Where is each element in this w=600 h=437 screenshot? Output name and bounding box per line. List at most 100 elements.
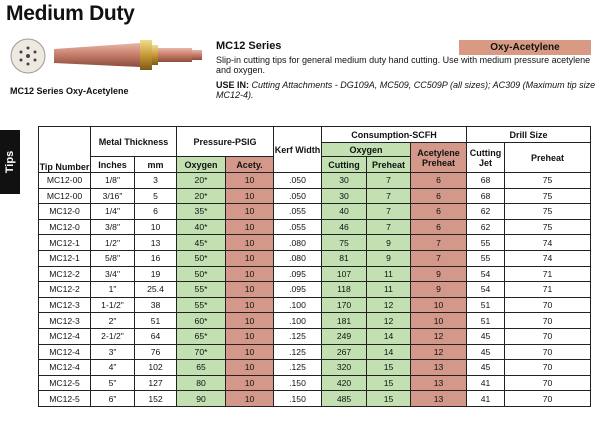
cell-oxygen-pressure: 65* [176, 327, 226, 345]
header-pressure: Pressure-PSIG [176, 126, 274, 157]
gas-type-badge: Oxy-Acetylene [459, 40, 591, 55]
cell-inches: 5/8" [90, 249, 135, 267]
table-row: MC12-2 1" 25.4 55* 10.095 118 11 9 54 71 [38, 281, 592, 298]
header-consumption: Consumption-SCFH [320, 126, 468, 143]
header-acetylene-pressure: Acety. [225, 156, 274, 173]
cell-kerf-width: .050 [273, 187, 322, 205]
cell-cutting: 46 [321, 218, 367, 236]
header-cutting: Cutting [321, 156, 367, 173]
cell-oxygen-pressure: 40* [176, 218, 226, 236]
cell-mm: 10 [134, 218, 177, 236]
cell-acetylene-preheat: 6 [409, 172, 468, 189]
cell-oxygen-pressure: 20* [176, 172, 226, 189]
cell-cutting: 485 [321, 390, 367, 407]
table-row: MC12-1 5/8" 16 50* 10.080 81 9 7 55 74 [38, 249, 592, 267]
use-in-note: USE IN: Cutting Attachments - DG109A, MC… [216, 80, 596, 100]
cell-tip-number: MC12-1 [38, 249, 91, 267]
cell-acetylene-preheat: 13 [409, 390, 468, 407]
cell-cutting: 107 [321, 265, 367, 283]
cell-inches: 3/16" [90, 187, 135, 205]
page-title: Medium Duty [6, 2, 135, 25]
cell-tip-number: MC12-3 [38, 296, 91, 314]
cell-kerf-width: .100 [273, 312, 322, 329]
cell-tip-number: MC12-4 [38, 343, 91, 361]
cell-tip-number: MC12-4 [38, 327, 91, 345]
cell-preheat: 11 [366, 265, 411, 283]
cell-cutting-jet: 55 [466, 249, 506, 267]
cell-cutting-jet: 45 [466, 327, 506, 345]
cell-mm: 5 [134, 187, 177, 205]
cell-drill-preheat: 75 [504, 172, 592, 189]
header-drill-preheat: Preheat [504, 142, 592, 173]
cell-drill-preheat: 70 [504, 312, 592, 329]
cell-acetylene-pressure: 10 [225, 234, 274, 251]
table-row: MC12-1 1/2" 13 45* 10.080 75 9 7 55 74 [38, 234, 592, 251]
cell-inches: 3/4" [90, 265, 135, 283]
cell-mm: 38 [134, 296, 177, 314]
cell-oxygen-pressure: 60* [176, 312, 226, 329]
cell-acetylene-preheat: 6 [409, 203, 468, 220]
cell-inches: 1/4" [90, 203, 135, 220]
cell-mm: 152 [134, 390, 177, 407]
cell-kerf-width: .095 [273, 281, 322, 298]
table-row: MC12-00 3/16" 5 20* 10.050 30 7 6 68 75 [38, 187, 592, 205]
cell-cutting-jet: 68 [466, 172, 506, 189]
header-metal-thickness: Metal Thickness [90, 126, 177, 157]
cell-cutting: 75 [321, 234, 367, 251]
cell-acetylene-pressure: 10 [225, 203, 274, 220]
cell-cutting: 30 [321, 187, 367, 205]
cell-inches: 3/8" [90, 218, 135, 236]
cell-inches: 2" [90, 312, 135, 329]
cell-cutting-jet: 41 [466, 374, 506, 392]
table-row: MC12-3 2" 51 60* 10.100 181 12 10 51 70 [38, 312, 592, 329]
cell-drill-preheat: 75 [504, 203, 592, 220]
cell-cutting: 30 [321, 172, 367, 189]
cell-preheat: 14 [366, 327, 411, 345]
table-row: MC12-5 5" 127 80 10.150 420 15 13 41 70 [38, 374, 592, 392]
cell-acetylene-pressure: 10 [225, 296, 274, 314]
cell-drill-preheat: 70 [504, 374, 592, 392]
cell-oxygen-pressure: 50* [176, 249, 226, 267]
cell-drill-preheat: 70 [504, 359, 592, 376]
cell-preheat: 7 [366, 172, 411, 189]
header-acetylene-preheat: Acetylene Preheat [409, 142, 468, 173]
cutting-tip-image [10, 38, 202, 74]
cell-cutting-jet: 62 [466, 203, 506, 220]
cell-cutting: 267 [321, 343, 367, 361]
header-cutting-jet: Cutting Jet [466, 142, 506, 173]
cell-cutting: 118 [321, 281, 367, 298]
cell-preheat: 14 [366, 343, 411, 361]
table-row: MC12-0 3/8" 10 40* 10.055 46 7 6 62 75 [38, 218, 592, 236]
cell-tip-number: MC12-00 [38, 187, 91, 205]
cell-acetylene-pressure: 10 [225, 359, 274, 376]
cell-acetylene-pressure: 10 [225, 249, 274, 267]
header-consumption-oxygen: Oxygen [321, 142, 411, 157]
cell-kerf-width: .050 [273, 172, 322, 189]
cell-oxygen-pressure: 45* [176, 234, 226, 251]
header-drill-size: Drill Size [466, 126, 592, 143]
cell-oxygen-pressure: 35* [176, 203, 226, 220]
header-preheat: Preheat [366, 156, 411, 173]
series-description: Slip-in cutting tips for general medium … [216, 55, 591, 75]
cell-acetylene-pressure: 10 [225, 218, 274, 236]
cell-preheat: 15 [366, 374, 411, 392]
cell-cutting-jet: 41 [466, 390, 506, 407]
cell-inches: 4" [90, 359, 135, 376]
table-row: MC12-3 1-1/2" 38 55* 10.100 170 12 10 51 70 [38, 296, 592, 314]
cell-kerf-width: .080 [273, 249, 322, 267]
cell-acetylene-preheat: 10 [409, 296, 468, 314]
cell-mm: 13 [134, 234, 177, 251]
tips-side-tab: Tips [0, 130, 20, 194]
series-name: MC12 Series [216, 40, 282, 52]
cell-mm: 3 [134, 172, 177, 189]
cell-acetylene-preheat: 9 [409, 281, 468, 298]
header-oxygen-pressure: Oxygen [176, 156, 226, 173]
cell-inches: 5" [90, 374, 135, 392]
cell-acetylene-preheat: 9 [409, 265, 468, 283]
cell-acetylene-preheat: 6 [409, 187, 468, 205]
table-row: MC12-4 4" 102 65 10.125 320 15 13 45 70 [38, 359, 592, 376]
cell-kerf-width: .150 [273, 390, 322, 407]
cell-drill-preheat: 75 [504, 218, 592, 236]
cell-preheat: 9 [366, 234, 411, 251]
cell-oxygen-pressure: 90 [176, 390, 226, 407]
